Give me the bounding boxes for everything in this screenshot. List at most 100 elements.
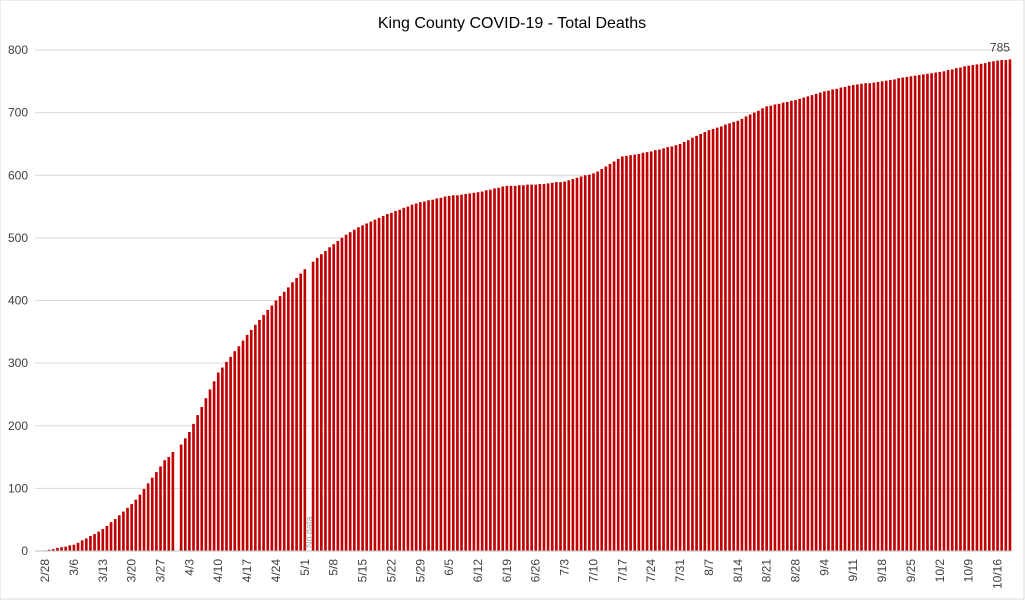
x-tick-label: 3/27	[154, 559, 168, 583]
bar	[810, 95, 814, 551]
bar	[472, 192, 476, 551]
bar	[97, 531, 100, 551]
bar	[47, 549, 51, 551]
bar	[773, 104, 777, 551]
bar	[757, 110, 760, 551]
bar	[340, 237, 344, 551]
bar	[476, 192, 480, 551]
bar	[443, 196, 447, 552]
bar	[274, 300, 278, 551]
bar	[381, 215, 385, 552]
bar	[823, 91, 826, 552]
bar	[188, 432, 191, 551]
bar	[604, 166, 608, 552]
x-tick-label: 6/26	[529, 559, 543, 583]
bar	[711, 128, 715, 551]
bar	[113, 519, 117, 551]
bar	[860, 83, 863, 551]
bar	[72, 544, 76, 551]
bar	[728, 123, 731, 552]
bar	[138, 494, 142, 551]
bar	[781, 102, 785, 551]
bar	[377, 217, 381, 551]
bar	[996, 60, 999, 552]
bar	[934, 72, 938, 552]
x-tick-label: 5/1	[298, 559, 312, 576]
bar	[402, 207, 406, 551]
bar	[546, 183, 550, 552]
bar	[249, 329, 253, 551]
bar	[979, 63, 983, 552]
bar	[835, 88, 839, 551]
bar	[686, 140, 690, 551]
bar	[480, 191, 484, 551]
x-tick-label: 8/7	[702, 559, 716, 576]
bar	[596, 171, 599, 551]
bar	[913, 75, 917, 552]
bar	[336, 241, 340, 551]
x-tick-label: 9/25	[904, 559, 918, 583]
bar	[1000, 60, 1004, 552]
bar	[501, 186, 505, 551]
bar	[93, 534, 96, 551]
bar	[117, 515, 121, 551]
y-tick-label: 600	[8, 168, 28, 182]
bar	[790, 100, 793, 551]
x-tick-label: 3/6	[67, 559, 81, 576]
bar	[56, 547, 59, 551]
bar	[658, 149, 661, 552]
bar	[183, 438, 187, 551]
value-label: 785	[990, 40, 1010, 54]
bar	[390, 212, 393, 551]
y-tick-label: 400	[8, 294, 28, 308]
bar	[703, 132, 707, 551]
bar	[550, 182, 554, 551]
bar	[68, 545, 72, 551]
x-tick-label: 7/17	[615, 559, 629, 583]
bar	[736, 120, 740, 552]
bar	[975, 64, 979, 551]
bar	[241, 340, 245, 551]
bar	[897, 78, 900, 552]
bar	[435, 198, 439, 551]
bar	[802, 97, 806, 551]
x-tick-label: 4/17	[240, 559, 254, 583]
bar	[493, 188, 496, 551]
bar	[270, 305, 274, 551]
bar	[134, 499, 138, 551]
bar	[122, 511, 125, 551]
y-tick-label: 100	[8, 481, 28, 495]
bar	[517, 185, 521, 551]
bar	[208, 389, 212, 551]
bar	[287, 287, 290, 551]
bar	[410, 204, 414, 551]
bar	[315, 257, 319, 551]
x-tick-label: 4/24	[269, 559, 283, 583]
bar	[876, 81, 880, 551]
x-tick-label: 5/29	[413, 559, 427, 583]
bar	[950, 69, 954, 551]
bar	[1004, 60, 1008, 552]
bar	[744, 116, 748, 551]
bar	[616, 158, 620, 551]
bar	[423, 201, 426, 552]
bar	[221, 367, 224, 551]
bar	[155, 472, 158, 551]
bar	[649, 151, 653, 551]
bar	[719, 126, 723, 551]
bar	[893, 79, 896, 551]
bar	[880, 81, 884, 551]
bar	[522, 185, 525, 551]
bar	[464, 194, 467, 551]
bar	[798, 98, 801, 551]
bar	[89, 535, 92, 551]
x-tick-label: 5/8	[327, 559, 341, 576]
x-tick-label: 7/31	[673, 559, 687, 583]
bar	[167, 457, 171, 551]
bar	[414, 203, 418, 551]
bar	[418, 202, 422, 551]
bar	[806, 96, 810, 551]
bar	[818, 92, 822, 552]
chart-title: King County COVID-19 - Total Deaths	[378, 15, 646, 32]
x-tick-label: 7/10	[586, 559, 600, 583]
